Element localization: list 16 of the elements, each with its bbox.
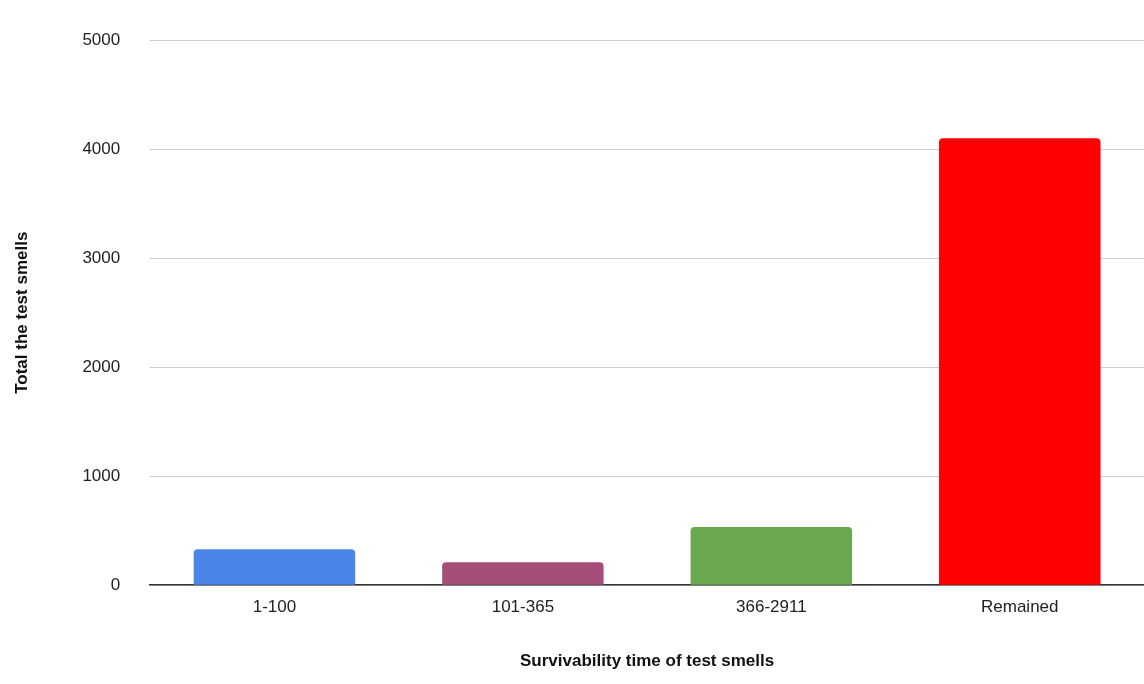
x-tick-label: 1-100 (252, 597, 297, 617)
bar (690, 526, 853, 585)
x-tick-label: Remained (981, 597, 1059, 617)
y-tick-label: 4000 (82, 138, 121, 158)
bar (939, 138, 1101, 585)
y-tick-label: 2000 (82, 356, 121, 376)
y-axis-title: Total the test smells (11, 231, 31, 394)
y-tick-label: 0 (110, 574, 121, 594)
bar (193, 549, 356, 585)
y-tick-label: 1000 (82, 465, 121, 485)
y-tick-label: 5000 (82, 29, 121, 49)
x-tick-label: 101-365 (491, 597, 555, 617)
y-tick-label: 3000 (82, 247, 121, 267)
x-tick-label: 366-2911 (736, 597, 807, 617)
x-axis-title: Survivability time of test smells (520, 651, 775, 671)
bar (442, 562, 604, 585)
